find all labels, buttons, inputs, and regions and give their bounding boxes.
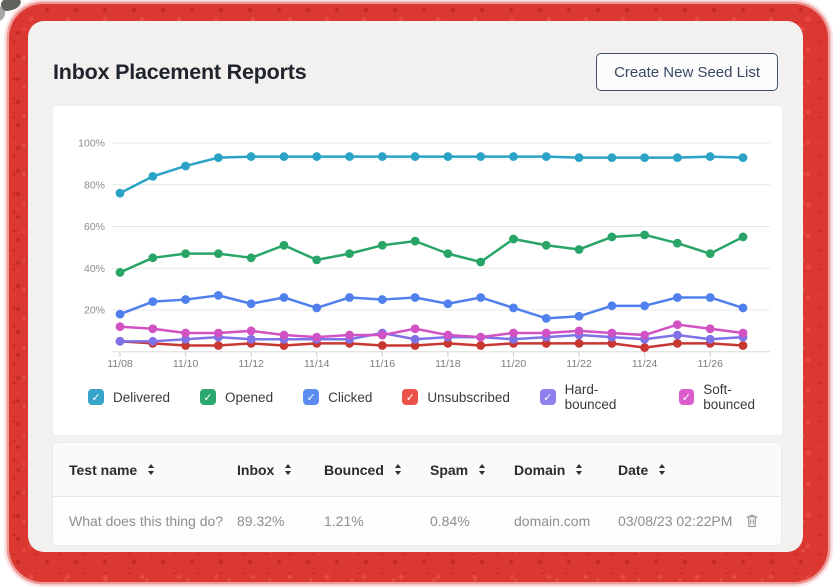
legend-label: Clicked (328, 389, 373, 405)
sort-icon (659, 464, 666, 475)
legend-label: Delivered (113, 389, 171, 405)
cell-domain: domain.com (514, 513, 591, 529)
soft-bounced-checkbox[interactable]: ✓ (678, 389, 695, 405)
column-label: Date (618, 461, 649, 478)
svg-text:40%: 40% (84, 263, 105, 275)
placement-chart: 20% 40% 60% 80% 100% 11/08 11/10 11/12 11/14 11/1… (53, 106, 782, 383)
series-delivered (115, 152, 748, 198)
legend-label: Opened (225, 389, 274, 405)
svg-text:11/14: 11/14 (304, 358, 330, 370)
legend-item-clicked: ✓ Clicked (303, 389, 372, 405)
column-header-domain[interactable]: Domain (514, 462, 618, 478)
legend-item-opened: ✓ Opened (200, 389, 273, 405)
create-seed-list-button[interactable]: Create New Seed List (596, 53, 778, 91)
trash-icon[interactable] (742, 511, 762, 531)
cell-test-name: What does this thing do? (69, 513, 224, 529)
cell-spam: 0.84% (430, 513, 470, 529)
svg-text:11/24: 11/24 (632, 358, 658, 370)
table-header-row: Test name Inbox Bounced Spam Domain Date (53, 443, 781, 497)
cell-bounced: 1.21% (324, 513, 364, 529)
series-soft-bounced (115, 320, 748, 342)
svg-text:11/22: 11/22 (566, 358, 592, 370)
sort-icon (576, 464, 583, 475)
svg-text:11/10: 11/10 (173, 358, 199, 370)
svg-text:11/16: 11/16 (370, 358, 396, 370)
svg-text:60%: 60% (84, 221, 105, 233)
page-header: Inbox Placement Reports Create New Seed … (53, 52, 778, 92)
column-label: Domain (514, 461, 566, 478)
column-label: Inbox (237, 461, 275, 478)
column-label: Bounced (324, 461, 384, 478)
hard-bounced-checkbox[interactable]: ✓ (539, 389, 556, 405)
series-clicked (115, 290, 748, 323)
column-header-test-name[interactable]: Test name (69, 462, 237, 478)
sort-icon (479, 464, 486, 475)
svg-text:11/26: 11/26 (697, 358, 723, 370)
clicked-checkbox[interactable]: ✓ (303, 389, 320, 405)
column-label: Spam (430, 461, 469, 478)
delivered-checkbox[interactable]: ✓ (88, 389, 104, 405)
legend-label: Soft-bounced (703, 382, 756, 412)
unsubscribed-checkbox[interactable]: ✓ (402, 389, 419, 405)
legend-item-unsubscribed: ✓ Unsubscribed (402, 389, 510, 405)
cell-date: 03/08/23 02:22PM (618, 513, 733, 529)
legend-item-hard-bounced: ✓ Hard-bounced (539, 382, 649, 412)
chart-panel: 20% 40% 60% 80% 100% 11/08 11/10 11/12 11/14 11/1… (53, 106, 782, 435)
svg-text:100%: 100% (78, 138, 105, 150)
cell-inbox: 89.32% (237, 513, 285, 529)
svg-text:11/12: 11/12 (238, 358, 264, 370)
sort-icon (285, 464, 292, 475)
page-title: Inbox Placement Reports (53, 59, 307, 84)
legend-label: Unsubscribed (427, 389, 510, 405)
column-header-bounced[interactable]: Bounced (324, 462, 430, 478)
svg-text:11/08: 11/08 (107, 358, 133, 370)
column-label: Test name (69, 461, 138, 478)
table-row[interactable]: What does this thing do? 89.32% 1.21% 0.84%… (53, 497, 781, 545)
opened-checkbox[interactable]: ✓ (200, 389, 217, 405)
sort-icon (148, 464, 155, 475)
column-header-spam[interactable]: Spam (430, 462, 514, 478)
series-opened (115, 230, 748, 277)
svg-text:20%: 20% (84, 305, 105, 317)
chart-legend: ✓ Delivered ✓ Opened ✓ Clicked ✓ Unsubscribed ✓ H… (88, 382, 782, 412)
reports-table: Test name Inbox Bounced Spam Domain Date What… (53, 443, 781, 545)
svg-text:11/20: 11/20 (501, 358, 527, 370)
svg-text:80%: 80% (84, 179, 105, 191)
svg-text:11/18: 11/18 (435, 358, 461, 370)
column-header-inbox[interactable]: Inbox (237, 462, 324, 478)
legend-item-delivered: ✓ Delivered (88, 389, 170, 405)
legend-item-soft-bounced: ✓ Soft-bounced (678, 382, 782, 412)
sort-icon (394, 464, 401, 475)
app-card: Inbox Placement Reports Create New Seed … (28, 21, 803, 552)
legend-label: Hard-bounced (564, 382, 617, 412)
column-header-date[interactable]: Date (618, 462, 742, 478)
